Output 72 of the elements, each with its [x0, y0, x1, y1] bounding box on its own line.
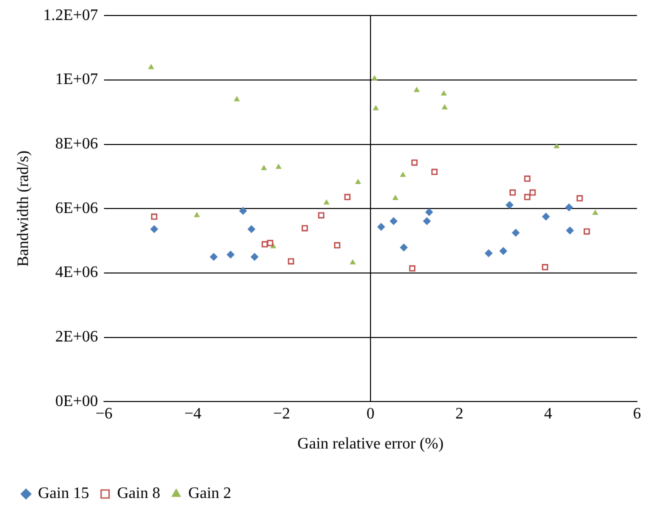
y-tick-label: 2E+06 [55, 328, 98, 346]
point [392, 194, 398, 200]
point [565, 203, 574, 212]
point [371, 75, 378, 80]
point [151, 214, 158, 220]
point [524, 194, 530, 200]
y-tick-label: 1E+07 [55, 71, 98, 88]
x-tick-label: 0 [366, 405, 374, 422]
y-tick-label: 1.2E+07 [43, 6, 98, 24]
point [234, 96, 240, 102]
point [372, 105, 379, 110]
y-tick-label: 0E+00 [55, 392, 98, 410]
point [414, 86, 420, 92]
y-tick-label: 8E+06 [55, 135, 98, 152]
point [334, 242, 340, 248]
point [422, 217, 431, 226]
point [266, 240, 274, 246]
point [150, 225, 158, 234]
x-tick-label: 2 [455, 405, 464, 422]
point [276, 164, 282, 169]
x-tick-label: −4 [184, 405, 202, 422]
point [390, 217, 398, 226]
y-axis-title: Bandwidth (rad/s) [14, 150, 32, 267]
point [344, 194, 351, 200]
point [355, 178, 362, 184]
point [576, 195, 583, 202]
point [542, 212, 550, 221]
point [542, 264, 548, 270]
point [411, 159, 418, 166]
point [524, 176, 530, 182]
point [512, 228, 520, 237]
point [425, 208, 434, 216]
point [262, 241, 268, 248]
point [499, 247, 508, 256]
point [400, 244, 408, 252]
point [239, 206, 248, 215]
point [323, 199, 330, 205]
point [529, 189, 536, 196]
y-tick-label: 4E+06 [55, 264, 98, 282]
point [226, 250, 235, 259]
legend-label: Gain 15 [38, 485, 90, 502]
point [288, 258, 294, 264]
point [592, 210, 598, 215]
x-tick-label: −6 [95, 405, 113, 422]
point [506, 201, 514, 210]
point [148, 64, 154, 70]
point [210, 252, 218, 261]
point [302, 225, 308, 232]
point [440, 90, 447, 96]
point [194, 212, 200, 218]
point [250, 252, 259, 261]
point [554, 143, 560, 148]
x-axis-title: Gain relative error (%) [297, 436, 444, 453]
point [584, 228, 590, 235]
x-tick-label: 4 [544, 405, 552, 422]
legend-label: Gain 2 [188, 485, 232, 502]
point [247, 225, 256, 234]
legend-label: Gain 8 [117, 485, 160, 502]
point [260, 164, 267, 170]
point [442, 104, 448, 110]
point [318, 212, 324, 218]
y-tick-label: 6E+06 [55, 200, 98, 217]
point [350, 259, 356, 264]
x-tick-label: −2 [273, 405, 290, 422]
point [484, 249, 493, 258]
point [409, 265, 416, 272]
point [377, 222, 386, 231]
point [400, 172, 406, 177]
x-tick-label: 6 [633, 405, 641, 422]
point [566, 226, 574, 234]
point [510, 189, 516, 196]
point [431, 168, 438, 176]
